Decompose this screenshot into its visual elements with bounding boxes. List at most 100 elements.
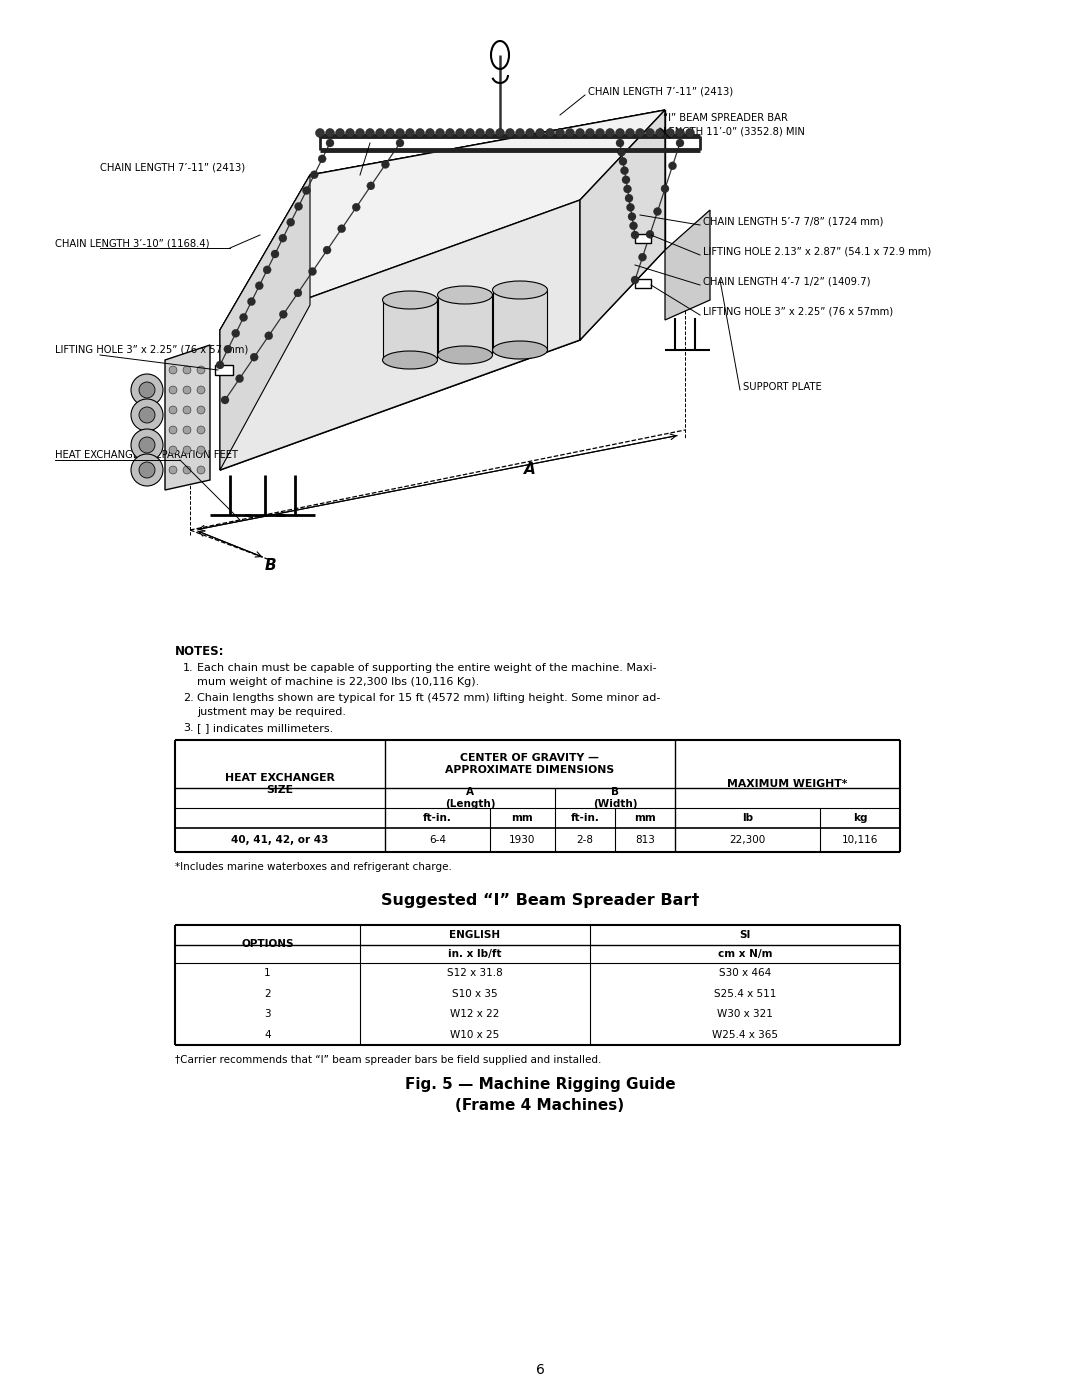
Text: justment may be required.: justment may be required.	[197, 707, 346, 717]
Text: CHAIN LENGTH 7’-11” (2413): CHAIN LENGTH 7’-11” (2413)	[588, 87, 733, 96]
Circle shape	[669, 162, 676, 170]
Text: S12 x 31.8: S12 x 31.8	[447, 968, 503, 978]
Circle shape	[545, 129, 554, 137]
Text: 813: 813	[635, 835, 654, 845]
Circle shape	[486, 129, 495, 137]
Circle shape	[623, 184, 632, 193]
Circle shape	[515, 129, 525, 137]
Text: W12 x 22: W12 x 22	[450, 1009, 500, 1020]
Circle shape	[197, 446, 205, 454]
Circle shape	[618, 148, 625, 156]
Text: HEAT EXCHANGER SEPARATION FEET: HEAT EXCHANGER SEPARATION FEET	[55, 450, 238, 460]
Circle shape	[197, 426, 205, 434]
Text: Fig. 5 — Machine Rigging Guide: Fig. 5 — Machine Rigging Guide	[405, 1077, 675, 1092]
Text: lb: lb	[742, 813, 753, 823]
Polygon shape	[220, 200, 580, 469]
Text: kg: kg	[853, 813, 867, 823]
Polygon shape	[165, 345, 210, 490]
Circle shape	[183, 366, 191, 374]
Text: A: A	[524, 462, 536, 478]
Circle shape	[139, 407, 156, 423]
Circle shape	[496, 129, 504, 137]
Text: †Carrier recommends that “I” beam spreader bars be field supplied and installed.: †Carrier recommends that “I” beam spread…	[175, 1055, 602, 1065]
Circle shape	[416, 129, 424, 137]
Circle shape	[255, 282, 264, 289]
Text: S30 x 464: S30 x 464	[719, 968, 771, 978]
Text: NOTES:: NOTES:	[175, 645, 225, 658]
Circle shape	[235, 374, 244, 383]
Circle shape	[323, 246, 332, 254]
Bar	[635, 235, 651, 243]
Circle shape	[325, 129, 335, 137]
Text: B
(Width): B (Width)	[593, 787, 637, 809]
Circle shape	[395, 129, 405, 137]
Polygon shape	[220, 175, 310, 469]
Text: ft-in.: ft-in.	[423, 813, 451, 823]
Circle shape	[635, 129, 645, 137]
Circle shape	[221, 395, 229, 404]
Text: 1930: 1930	[510, 835, 536, 845]
Polygon shape	[220, 110, 665, 330]
Text: Chain lengths shown are typical for 15 ft (4572 mm) lifting height. Some minor a: Chain lengths shown are typical for 15 f…	[197, 693, 660, 703]
Circle shape	[264, 265, 271, 274]
Text: mm: mm	[512, 813, 534, 823]
Text: SUPPORT PLATE: SUPPORT PLATE	[743, 381, 822, 393]
Circle shape	[279, 235, 287, 242]
Text: CENTER OF GRAVITY —
APPROXIMATE DIMENSIONS: CENTER OF GRAVITY — APPROXIMATE DIMENSIO…	[445, 753, 615, 775]
Polygon shape	[492, 291, 546, 351]
Text: 2.: 2.	[183, 693, 193, 703]
Circle shape	[168, 426, 177, 434]
Text: A
(Length): A (Length)	[445, 787, 496, 809]
Circle shape	[295, 203, 302, 211]
Circle shape	[139, 437, 156, 453]
Circle shape	[381, 161, 390, 169]
Text: CHAIN LENGTH 7’-11” (2413): CHAIN LENGTH 7’-11” (2413)	[100, 163, 245, 173]
Circle shape	[131, 429, 163, 461]
Text: “I” BEAM SPREADER BAR: “I” BEAM SPREADER BAR	[663, 113, 788, 123]
Circle shape	[286, 218, 295, 226]
Circle shape	[426, 129, 434, 137]
Circle shape	[585, 129, 594, 137]
Circle shape	[646, 129, 654, 137]
Circle shape	[661, 184, 669, 193]
Circle shape	[616, 129, 624, 137]
Circle shape	[435, 129, 445, 137]
Circle shape	[386, 129, 394, 137]
Text: SI: SI	[740, 930, 751, 940]
Polygon shape	[383, 300, 437, 360]
Circle shape	[619, 158, 627, 165]
Text: 6-4: 6-4	[429, 835, 446, 845]
Circle shape	[224, 345, 232, 353]
Text: 40, 41, 42, or 43: 40, 41, 42, or 43	[231, 835, 328, 845]
Text: W30 x 321: W30 x 321	[717, 1009, 773, 1020]
Circle shape	[183, 386, 191, 394]
Circle shape	[616, 138, 624, 147]
Circle shape	[526, 129, 535, 137]
Circle shape	[139, 381, 156, 398]
Circle shape	[405, 129, 415, 137]
Circle shape	[247, 298, 256, 306]
Circle shape	[139, 462, 156, 478]
Circle shape	[302, 187, 310, 194]
Ellipse shape	[382, 351, 437, 369]
Text: 3.: 3.	[183, 724, 193, 733]
Circle shape	[183, 426, 191, 434]
Circle shape	[131, 400, 163, 432]
Circle shape	[131, 374, 163, 407]
Text: LIFTING HOLE 3” x 2.25” (76 x 57 mm): LIFTING HOLE 3” x 2.25” (76 x 57 mm)	[55, 345, 248, 355]
Text: ENGLISH: ENGLISH	[449, 930, 500, 940]
Circle shape	[216, 360, 224, 369]
Text: 22,300: 22,300	[729, 835, 766, 845]
Circle shape	[365, 129, 375, 137]
Text: CHAIN LENGTH 3’-10” (1168.4): CHAIN LENGTH 3’-10” (1168.4)	[55, 237, 210, 249]
Circle shape	[475, 129, 485, 137]
Text: LIFTING HOLE 2.13” x 2.87” (54.1 x 72.9 mm): LIFTING HOLE 2.13” x 2.87” (54.1 x 72.9 …	[703, 247, 931, 257]
Circle shape	[625, 129, 635, 137]
Ellipse shape	[492, 281, 548, 299]
Circle shape	[622, 176, 630, 184]
Circle shape	[197, 386, 205, 394]
Circle shape	[505, 129, 514, 137]
Text: 2-8: 2-8	[577, 835, 594, 845]
Circle shape	[197, 407, 205, 414]
Circle shape	[625, 194, 633, 203]
